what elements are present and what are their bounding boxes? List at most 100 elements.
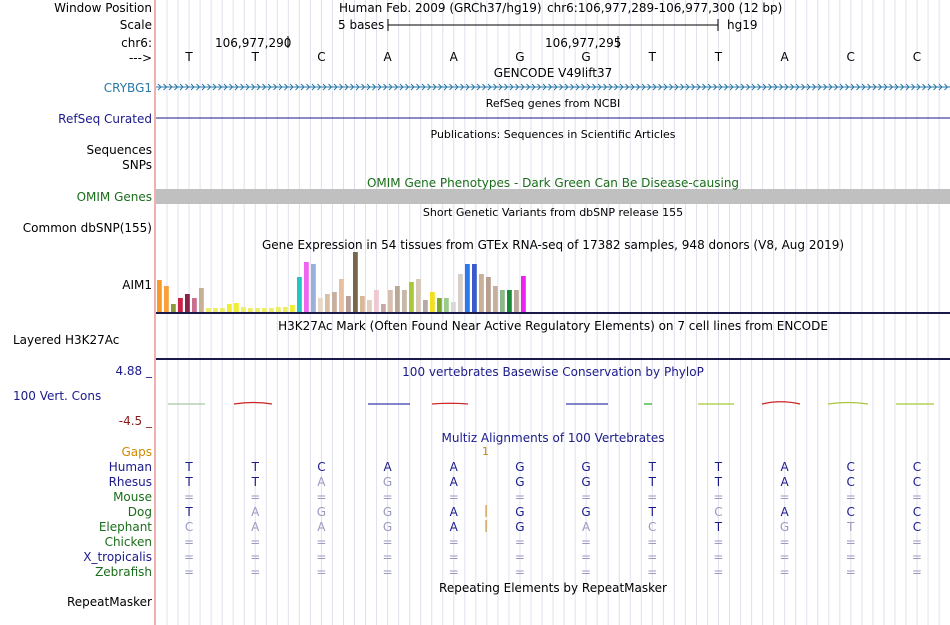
species-label[interactable]: Dog: [127, 505, 152, 519]
species-label[interactable]: Chicken: [104, 535, 152, 549]
gtex-tissue-bar: [304, 262, 309, 312]
gencode-strand-chevron: [735, 83, 740, 91]
gencode-strand-chevron: [251, 83, 256, 91]
gencode-strand-chevron: [256, 83, 261, 91]
alignment-base: C: [912, 505, 922, 519]
omim-track-label[interactable]: OMIM Genes: [76, 190, 152, 204]
gencode-strand-chevron: [570, 83, 575, 91]
gencode-strand-chevron: [493, 83, 498, 91]
sequence-base: G: [515, 50, 525, 64]
gencode-strand-chevron: [707, 83, 712, 91]
alignment-base: =: [647, 565, 658, 579]
gencode-strand-chevron: [911, 83, 916, 91]
phylop-track-label[interactable]: 100 Vert. Cons: [13, 389, 102, 403]
gtex-tissue-bar: [241, 307, 246, 312]
gtex-tissue-bar: [255, 308, 260, 312]
alignment-base: C: [317, 460, 326, 474]
gencode-strand-chevron: [751, 83, 756, 91]
gencode-strand-chevron: [889, 83, 894, 91]
gencode-strand-chevron: [608, 83, 613, 91]
species-label[interactable]: Rhesus: [108, 475, 152, 489]
species-label[interactable]: Zebrafish: [95, 565, 152, 579]
gencode-strand-chevron: [300, 83, 305, 91]
species-label[interactable]: Elephant: [98, 520, 152, 534]
gencode-strand-chevron: [262, 83, 267, 91]
publications-label-sequences[interactable]: Sequences: [86, 143, 152, 157]
alignment-base: A: [780, 475, 789, 489]
gencode-strand-chevron: [795, 83, 800, 91]
gencode-strand-chevron: [157, 83, 162, 91]
alignment-base: =: [382, 535, 393, 549]
alignment-base: A: [317, 475, 326, 489]
alignment-base: =: [845, 535, 856, 549]
scale-bar-label: 5 bases: [338, 18, 385, 32]
alignment-base: T: [714, 460, 723, 474]
gtex-tissue-bar: [157, 280, 162, 312]
alignment-base: =: [514, 565, 525, 579]
gtex-tissue-bar: [311, 264, 316, 312]
alignment-base: G: [382, 520, 393, 534]
phylop-score-mark: [761, 401, 801, 405]
coord-left: 106,977,290: [215, 36, 292, 50]
repeatmasker-track-label[interactable]: RepeatMasker: [66, 595, 152, 609]
alignment-base: =: [911, 565, 922, 579]
gtex-gene-label[interactable]: AIM1: [122, 278, 152, 292]
gencode-strand-chevron: [388, 83, 393, 91]
gencode-strand-chevron: [405, 83, 410, 91]
alignment-base: C: [912, 475, 922, 489]
alignment-base: =: [250, 535, 261, 549]
gtex-tissue-bar: [332, 292, 337, 312]
refseq-track-label[interactable]: RefSeq Curated: [58, 112, 152, 126]
alignment-base: =: [911, 550, 922, 564]
dbsnp-track-label[interactable]: Common dbSNP(155): [22, 221, 152, 235]
gencode-strand-chevron: [498, 83, 503, 91]
gencode-strand-chevron: [355, 83, 360, 91]
gaps-label[interactable]: Gaps: [121, 445, 152, 459]
publications-label-snps[interactable]: SNPs: [122, 158, 152, 172]
gencode-strand-chevron: [322, 83, 327, 91]
gtex-tissue-bar: [486, 277, 491, 312]
alignment-base: G: [515, 460, 525, 474]
gencode-gene-label[interactable]: CRYBG1: [103, 81, 152, 95]
species-label[interactable]: Mouse: [113, 490, 152, 504]
gencode-strand-chevron: [416, 83, 421, 91]
species-label[interactable]: X_tropicalis: [83, 550, 152, 564]
alignment-base: =: [779, 565, 790, 579]
species-label[interactable]: Human: [108, 460, 152, 474]
sequence-base: T: [714, 50, 723, 64]
gencode-strand-chevron: [757, 83, 762, 91]
alignment-base: =: [316, 535, 327, 549]
h3k27ac-track-label[interactable]: Layered H3K27Ac: [13, 333, 120, 347]
alignment-base: T: [648, 475, 656, 489]
gtex-tissue-bar: [458, 274, 463, 312]
alignment-base: C: [846, 460, 855, 474]
alignment-base: T: [847, 520, 855, 534]
gencode-strand-chevron: [223, 83, 228, 91]
alignment-base: T: [185, 475, 193, 489]
gencode-strand-chevron: [399, 83, 404, 91]
alignment-base: =: [911, 535, 922, 549]
alignment-base: =: [184, 550, 195, 564]
gtex-tissue-bar: [178, 298, 183, 312]
gencode-strand-chevron: [383, 83, 388, 91]
gencode-strand-chevron: [801, 83, 806, 91]
dbsnp-track-title: Short Genetic Variants from dbSNP releas…: [422, 206, 684, 219]
gencode-strand-chevron: [185, 83, 190, 91]
alignment-base: =: [250, 490, 261, 504]
gencode-strand-chevron: [674, 83, 679, 91]
gencode-strand-chevron: [240, 83, 245, 91]
gencode-strand-chevron: [564, 83, 569, 91]
sequence-base: A: [383, 50, 392, 64]
gencode-strand-chevron: [762, 83, 767, 91]
gtex-tissue-bar: [171, 304, 176, 312]
gencode-strand-chevron: [311, 83, 316, 91]
gtex-tissue-bar: [318, 298, 323, 312]
gencode-strand-chevron: [509, 83, 514, 91]
gencode-strand-chevron: [812, 83, 817, 91]
gencode-strand-chevron: [834, 83, 839, 91]
gencode-strand-chevron: [916, 83, 921, 91]
gencode-strand-chevron: [553, 83, 558, 91]
gtex-tissue-bar: [423, 300, 428, 312]
